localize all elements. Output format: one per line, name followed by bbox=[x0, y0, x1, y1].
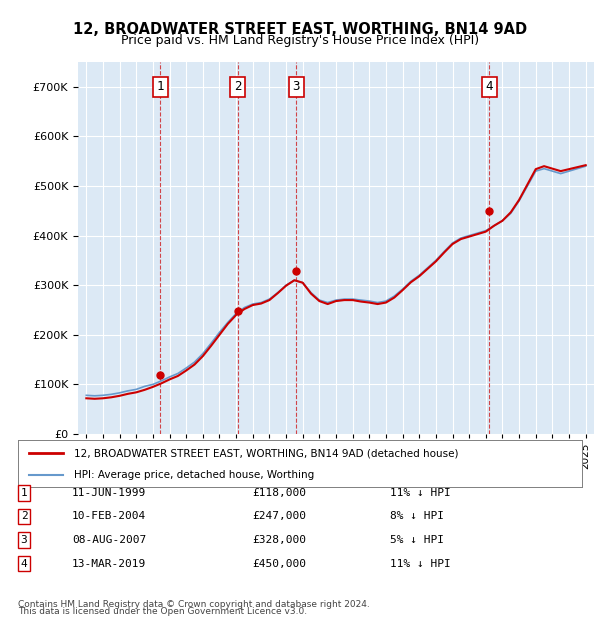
Text: 8% ↓ HPI: 8% ↓ HPI bbox=[390, 512, 444, 521]
Text: £450,000: £450,000 bbox=[252, 559, 306, 569]
Text: 5% ↓ HPI: 5% ↓ HPI bbox=[390, 535, 444, 545]
Text: 11% ↓ HPI: 11% ↓ HPI bbox=[390, 488, 451, 498]
Text: 10-FEB-2004: 10-FEB-2004 bbox=[72, 512, 146, 521]
Text: 4: 4 bbox=[485, 81, 493, 93]
Text: 3: 3 bbox=[292, 81, 300, 93]
Text: £328,000: £328,000 bbox=[252, 535, 306, 545]
Text: This data is licensed under the Open Government Licence v3.0.: This data is licensed under the Open Gov… bbox=[18, 607, 307, 616]
Text: 1: 1 bbox=[157, 81, 164, 93]
Text: Price paid vs. HM Land Registry's House Price Index (HPI): Price paid vs. HM Land Registry's House … bbox=[121, 34, 479, 47]
Text: 13-MAR-2019: 13-MAR-2019 bbox=[72, 559, 146, 569]
Text: Contains HM Land Registry data © Crown copyright and database right 2024.: Contains HM Land Registry data © Crown c… bbox=[18, 600, 370, 609]
Text: £118,000: £118,000 bbox=[252, 488, 306, 498]
Text: 11% ↓ HPI: 11% ↓ HPI bbox=[390, 559, 451, 569]
Text: 2: 2 bbox=[234, 81, 242, 93]
Text: 08-AUG-2007: 08-AUG-2007 bbox=[72, 535, 146, 545]
Text: 12, BROADWATER STREET EAST, WORTHING, BN14 9AD (detached house): 12, BROADWATER STREET EAST, WORTHING, BN… bbox=[74, 448, 459, 458]
Text: 2: 2 bbox=[20, 512, 28, 521]
Text: 3: 3 bbox=[20, 535, 28, 545]
Text: 12, BROADWATER STREET EAST, WORTHING, BN14 9AD: 12, BROADWATER STREET EAST, WORTHING, BN… bbox=[73, 22, 527, 37]
Text: £247,000: £247,000 bbox=[252, 512, 306, 521]
Text: 1: 1 bbox=[20, 488, 28, 498]
Text: 4: 4 bbox=[20, 559, 28, 569]
Text: HPI: Average price, detached house, Worthing: HPI: Average price, detached house, Wort… bbox=[74, 470, 314, 480]
Text: 11-JUN-1999: 11-JUN-1999 bbox=[72, 488, 146, 498]
